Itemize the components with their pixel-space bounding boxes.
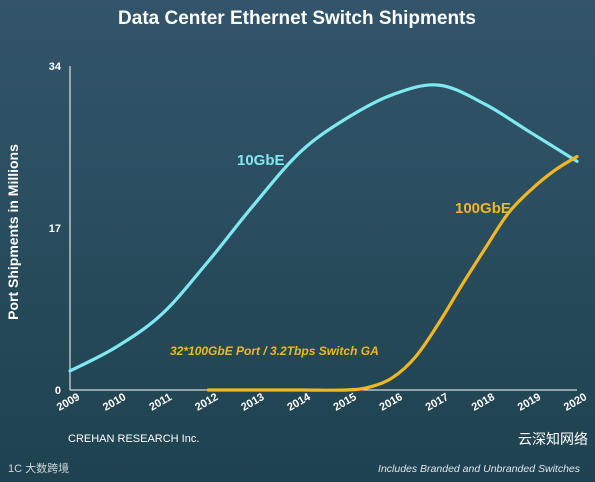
x-tick-label-2016: 2016 <box>378 391 405 414</box>
annotation-switch-ga: 32*100GbE Port / 3.2Tbps Switch GA <box>170 344 379 358</box>
x-tick-label-2018: 2018 <box>470 391 497 414</box>
series-line-10gbe <box>68 83 579 373</box>
series-line-100gbe <box>206 154 579 392</box>
x-tick-label-2015: 2015 <box>331 391 358 414</box>
chart-title: Data Center Ethernet Switch Shipments <box>118 8 476 29</box>
series-label-10gbe: 10GbE <box>237 152 285 169</box>
x-tick-label-2014: 2014 <box>285 391 313 414</box>
y-tick-label-34: 34 <box>49 61 62 73</box>
x-tick-label-2017: 2017 <box>424 391 451 414</box>
y-tick-label-0: 0 <box>55 385 61 397</box>
x-tick-label-2020: 2020 <box>562 391 589 414</box>
x-tick-label-2012: 2012 <box>193 391 220 414</box>
series-label-100gbe: 100GbE <box>455 200 511 217</box>
y-tick-label-17: 17 <box>49 223 61 235</box>
x-tick-label-2010: 2010 <box>101 391 128 414</box>
watermark-left: 1C 大数跨境 <box>8 461 69 475</box>
x-tick-label-2019: 2019 <box>516 391 543 414</box>
x-tick-label-2011: 2011 <box>147 391 174 413</box>
footer-note: Includes Branded and Unbranded Switches <box>378 463 581 475</box>
footer-source: CREHAN RESEARCH Inc. <box>68 433 199 445</box>
y-axis-label: Port Shipments in Millions <box>5 144 21 320</box>
watermark-right: 云深知网络 <box>518 431 588 447</box>
x-tick-label-2013: 2013 <box>239 391 266 414</box>
